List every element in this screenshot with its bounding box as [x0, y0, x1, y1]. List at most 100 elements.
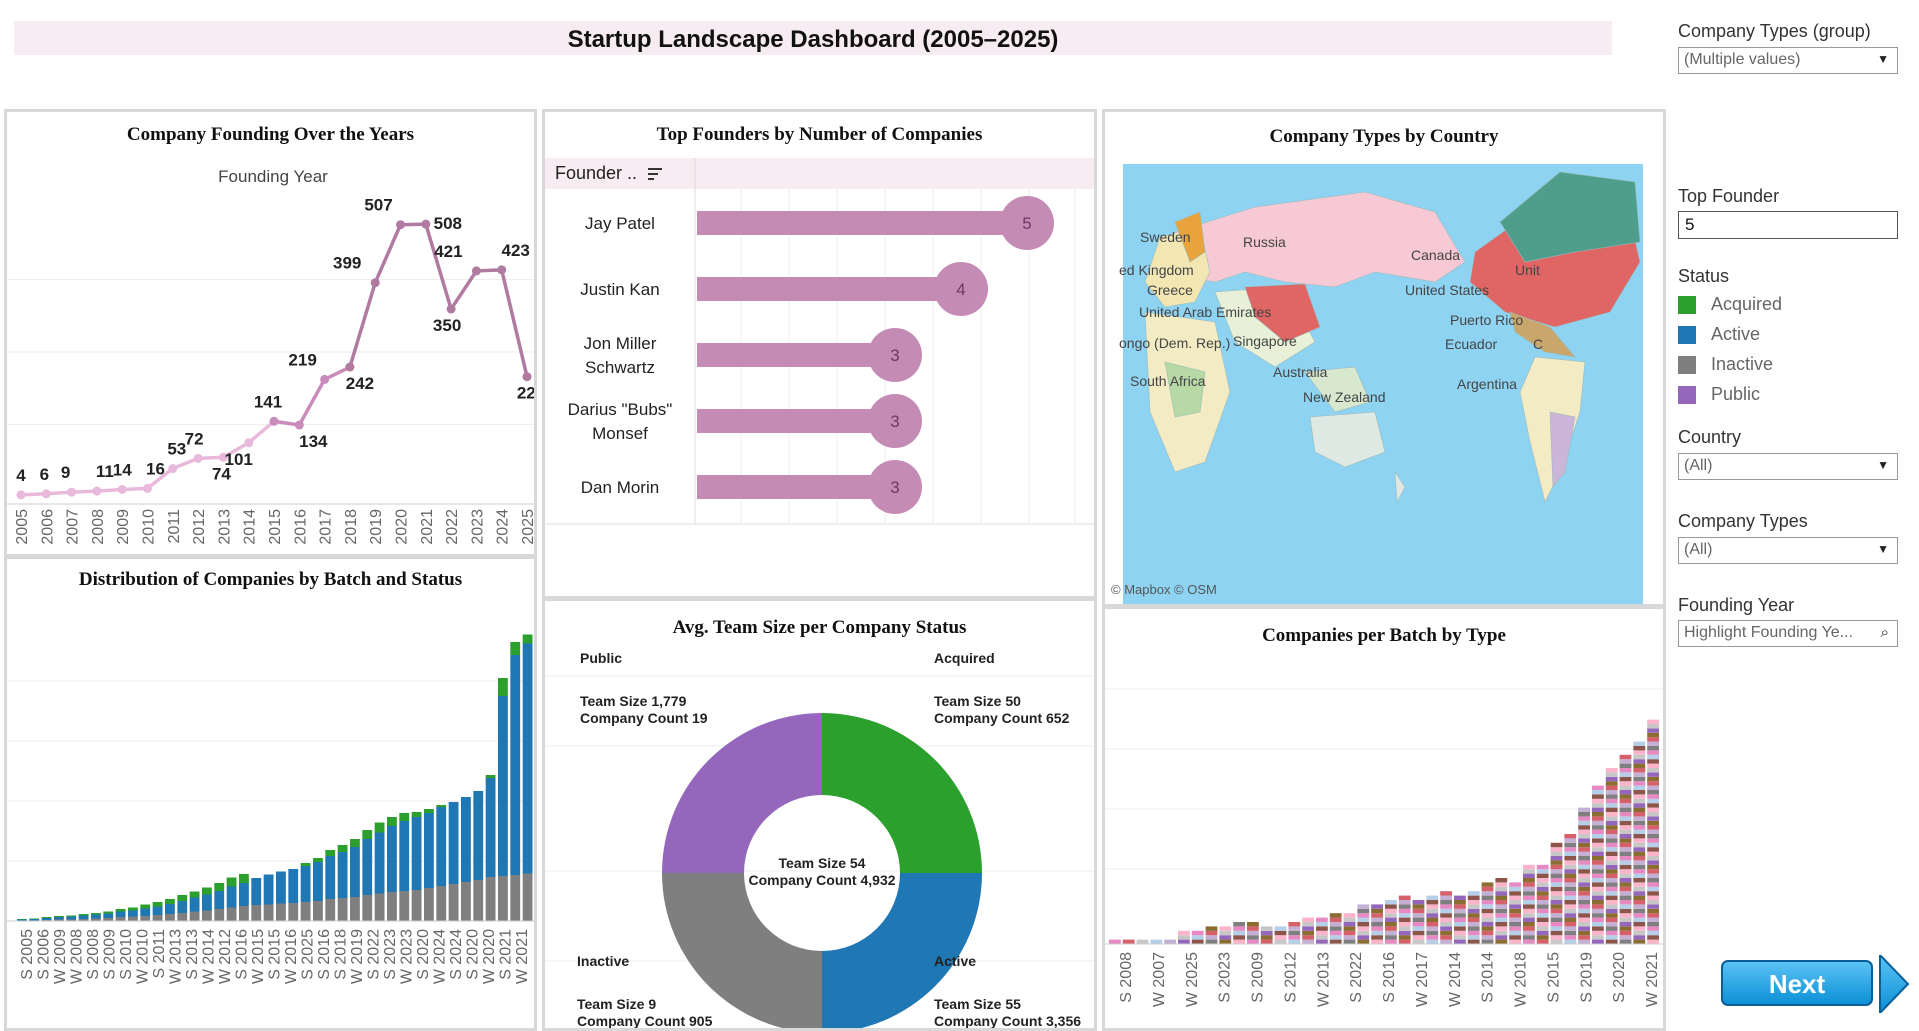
bar-segment[interactable]	[1329, 939, 1342, 944]
bar-segment[interactable]	[1509, 913, 1521, 918]
bar-segment[interactable]	[1633, 908, 1646, 914]
bar-segment[interactable]	[1647, 878, 1659, 883]
bar-segment[interactable]	[1412, 913, 1425, 918]
data-point[interactable]	[117, 484, 127, 494]
bar-segment[interactable]	[1536, 935, 1549, 940]
bar-segment[interactable]	[54, 919, 64, 922]
bar-segment[interactable]	[1633, 807, 1646, 812]
bar-segment[interactable]	[1564, 878, 1577, 883]
bar-segment[interactable]	[1385, 926, 1397, 931]
bar-segment[interactable]	[1633, 794, 1646, 799]
bar-segment[interactable]	[1343, 913, 1356, 918]
bar-segment[interactable]	[1357, 917, 1370, 922]
bar-segment[interactable]	[165, 899, 175, 904]
bar-segment[interactable]	[202, 894, 212, 911]
bar-segment[interactable]	[1592, 820, 1604, 826]
founding-year-search[interactable]: Highlight Founding Ye... ⌕	[1678, 620, 1898, 647]
bar-segment[interactable]	[1633, 820, 1646, 826]
bar-segment[interactable]	[128, 916, 138, 922]
bar-segment[interactable]	[1633, 798, 1646, 804]
bar-segment[interactable]	[1605, 785, 1618, 790]
data-point[interactable]	[244, 438, 254, 448]
bar-segment[interactable]	[510, 875, 521, 921]
bar-segment[interactable]	[1578, 838, 1590, 843]
bar-segment[interactable]	[300, 863, 311, 866]
bar-segment[interactable]	[1467, 926, 1480, 931]
bar-segment[interactable]	[1633, 746, 1646, 751]
bar-segment[interactable]	[1578, 860, 1590, 865]
bar-segment[interactable]	[239, 874, 249, 883]
bar-segment[interactable]	[1633, 860, 1646, 865]
bar-segment[interactable]	[78, 914, 89, 916]
bar-segment[interactable]	[1467, 908, 1480, 914]
bar-segment[interactable]	[1605, 803, 1618, 808]
bar-segment[interactable]	[485, 877, 496, 921]
bar-segment[interactable]	[1605, 908, 1618, 914]
bar-segment[interactable]	[1592, 856, 1604, 861]
bar-segment[interactable]	[399, 813, 410, 821]
bar-segment[interactable]	[1495, 878, 1508, 883]
bar-segment[interactable]	[1454, 926, 1466, 931]
bar-segment[interactable]	[1316, 922, 1328, 927]
bar-segment[interactable]	[1398, 935, 1411, 940]
bar-segment[interactable]	[1647, 798, 1659, 804]
bar-segment[interactable]	[1564, 939, 1577, 944]
bar-segment[interactable]	[1605, 930, 1618, 936]
bar-segment[interactable]	[1647, 724, 1659, 729]
data-point[interactable]	[41, 489, 51, 499]
bar-segment[interactable]	[214, 891, 225, 909]
bar-segment[interactable]	[1564, 856, 1577, 861]
country-new-zealand[interactable]	[1394, 470, 1406, 504]
bar-segment[interactable]	[140, 904, 151, 909]
bar-segment[interactable]	[1454, 908, 1466, 914]
bar-segment[interactable]	[1619, 820, 1632, 826]
bar-segment[interactable]	[41, 917, 52, 918]
bar-segment[interactable]	[1605, 812, 1618, 817]
bar-segment[interactable]	[1523, 873, 1535, 878]
bar-segment[interactable]	[1647, 856, 1659, 861]
bar-segment[interactable]	[66, 916, 77, 920]
bar-segment[interactable]	[337, 845, 348, 852]
bar-segment[interactable]	[1523, 926, 1535, 931]
bar-segment[interactable]	[1523, 869, 1535, 874]
bar-segment[interactable]	[1247, 922, 1259, 927]
bar-segment[interactable]	[1633, 772, 1646, 777]
bar-segment[interactable]	[1633, 869, 1646, 874]
bar-segment[interactable]	[1578, 816, 1590, 821]
bar-segment[interactable]	[374, 822, 385, 833]
bar-segment[interactable]	[1357, 935, 1370, 940]
bar-segment[interactable]	[1647, 746, 1659, 751]
bar-segment[interactable]	[1495, 908, 1508, 914]
bar-segment[interactable]	[1178, 935, 1190, 940]
bar-segment[interactable]	[177, 901, 188, 913]
bar-segment[interactable]	[1426, 908, 1439, 914]
bar-segment[interactable]	[461, 797, 471, 882]
bar-segment[interactable]	[1481, 939, 1494, 944]
bar-segment[interactable]	[1371, 922, 1383, 927]
bar-segment[interactable]	[263, 904, 274, 922]
bar-segment[interactable]	[1343, 939, 1356, 944]
bar-segment[interactable]	[1619, 838, 1632, 843]
bar-segment[interactable]	[1440, 926, 1452, 931]
bar-segment[interactable]	[1564, 930, 1577, 936]
bar-segment[interactable]	[325, 856, 336, 899]
bar-segment[interactable]	[226, 877, 237, 887]
bar-segment[interactable]	[1605, 935, 1618, 940]
bar-segment[interactable]	[411, 817, 422, 890]
company-types-group-dropdown[interactable]: (Multiple values) ▼	[1678, 47, 1898, 74]
bar-segment[interactable]	[1592, 842, 1604, 848]
bar-segment[interactable]	[1578, 825, 1590, 830]
bar-segment[interactable]	[1592, 803, 1604, 808]
bar-segment[interactable]	[1467, 930, 1480, 936]
bar-segment[interactable]	[1274, 935, 1287, 940]
bar-segment[interactable]	[1219, 935, 1232, 940]
bar-segment[interactable]	[1523, 891, 1535, 896]
bar-segment[interactable]	[1440, 908, 1452, 914]
bar-segment[interactable]	[1619, 785, 1632, 790]
bar-segment[interactable]	[1633, 891, 1646, 896]
bar-segment[interactable]	[1619, 798, 1632, 804]
bar-segment[interactable]	[337, 898, 348, 921]
bar-segment[interactable]	[1564, 851, 1577, 856]
bar-segment[interactable]	[1619, 882, 1632, 887]
bar-segment[interactable]	[1605, 851, 1618, 856]
